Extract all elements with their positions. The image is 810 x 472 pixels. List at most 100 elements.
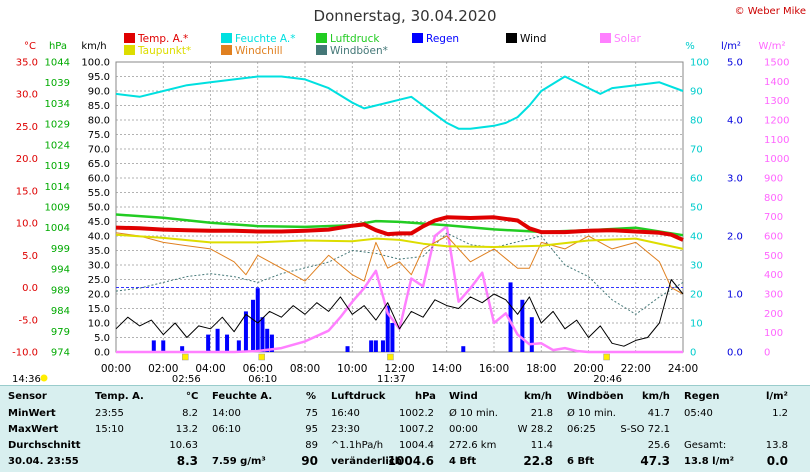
table-cell-rain-v: 13.8 bbox=[765, 440, 788, 451]
wind-tick-label: 80.0 bbox=[88, 116, 110, 127]
table-cell-hum-v: 75 bbox=[305, 408, 318, 419]
table-cell-gust-t: 6 Bft bbox=[567, 456, 595, 467]
solar-tick-label: 600 bbox=[764, 232, 783, 243]
table-cell-wind-v: 21.8 bbox=[530, 408, 553, 419]
temp-tick-label: 5.0 bbox=[22, 251, 38, 262]
legend-label: Taupunkt* bbox=[137, 45, 191, 57]
hdr-temp-unit: °C bbox=[186, 391, 199, 402]
moonset-label: 11:37 bbox=[377, 374, 406, 385]
table-cell-gust-v: S-SO 72.1 bbox=[620, 424, 670, 435]
rain-bar bbox=[385, 305, 390, 352]
solar-tick-label: 100 bbox=[764, 328, 783, 339]
table-cell-press-v: 1007.2 bbox=[399, 424, 434, 435]
table-cell-rain-t: 05:40 bbox=[684, 408, 713, 419]
wind-tick-label: 65.0 bbox=[88, 159, 110, 170]
hpa-tick-label: 979 bbox=[51, 327, 70, 338]
solar-tick-label: 500 bbox=[764, 251, 783, 262]
series-windb-en bbox=[115, 232, 684, 315]
current-time-label: 14:36 bbox=[12, 374, 41, 385]
table-cell-hum-v: 95 bbox=[305, 424, 318, 435]
table-cell-gust-t: Ø 10 min. bbox=[567, 408, 616, 419]
hpa-tick-label: 974 bbox=[51, 348, 70, 359]
rain-bar bbox=[151, 340, 156, 352]
series-layer bbox=[115, 75, 684, 354]
hpa-tick-label: 1029 bbox=[45, 120, 70, 131]
hum-tick-label: 90 bbox=[690, 87, 703, 98]
rain-bar bbox=[373, 340, 378, 352]
legend-swatch bbox=[124, 45, 135, 55]
table-cell-gust-t: 06:25 bbox=[567, 424, 596, 435]
unit-solar: W/m² bbox=[758, 41, 785, 52]
legend: Temp. A.* Feuchte A.* Luftdruck Regen Wind So… bbox=[124, 33, 641, 57]
wind-tick-label: 45.0 bbox=[88, 217, 110, 228]
rain-bar bbox=[236, 340, 241, 352]
table-cell-rain-v: 0.0 bbox=[766, 454, 788, 468]
hdr-sensor: Sensor bbox=[8, 391, 47, 402]
legend-label: Windböen* bbox=[330, 45, 388, 57]
legend-swatch bbox=[124, 33, 135, 43]
rain-bar bbox=[520, 299, 525, 352]
legend-label: Windchill bbox=[235, 45, 283, 57]
hpa-tick-label: 1014 bbox=[45, 182, 70, 193]
wind-tick-label: 15.0 bbox=[88, 304, 110, 315]
hum-tick-label: 100 bbox=[690, 58, 709, 69]
legend-swatch bbox=[412, 33, 423, 43]
hdr-gust-unit: km/h bbox=[642, 391, 670, 402]
hpa-tick-label: 1044 bbox=[45, 58, 70, 69]
table-cell-press-v: 1002.2 bbox=[399, 408, 434, 419]
rain-bar bbox=[225, 334, 230, 352]
unit-hpa: hPa bbox=[49, 41, 67, 52]
rain-bar bbox=[380, 340, 385, 352]
rain-bar bbox=[390, 323, 395, 352]
solar-tick-label: 1200 bbox=[764, 116, 789, 127]
unit-wind: km/h bbox=[81, 41, 106, 52]
table-cell-press-t: veränderlich bbox=[331, 456, 402, 467]
legend-label: Regen bbox=[426, 33, 459, 45]
moonrise-label: 06:10 bbox=[248, 374, 277, 385]
legend-swatch bbox=[506, 33, 517, 43]
hum-tick-label: 60 bbox=[690, 174, 703, 185]
hpa-tick-label: 999 bbox=[51, 244, 70, 255]
sun-moon-markers: 14:36 02:56 06:10 11:37 20:46 bbox=[12, 353, 622, 385]
table-cell-gust-v: 47.3 bbox=[640, 454, 670, 468]
wind-tick-label: 90.0 bbox=[88, 87, 110, 98]
x-tick-label: 02:00 bbox=[148, 363, 178, 375]
solar-tick-label: 400 bbox=[764, 270, 783, 281]
wind-tick-label: 25.0 bbox=[88, 275, 110, 286]
table-cell-hum-v: 90 bbox=[301, 454, 318, 468]
table-cell-temp-v: 8.3 bbox=[176, 454, 198, 468]
table-cell-gust-v: 41.7 bbox=[647, 408, 670, 419]
table-cell-hum-t: 14:00 bbox=[212, 408, 241, 419]
hum-tick-label: 80 bbox=[690, 116, 703, 127]
solar-tick-label: 1000 bbox=[764, 154, 789, 165]
table-cell-gust-v: 25.6 bbox=[647, 440, 670, 451]
table-cell-hum-t: 7.59 g/m³ bbox=[212, 456, 266, 467]
table-cell-rain-t: Gesamt: bbox=[684, 440, 727, 451]
table-cell-rain-t: 13.8 l/m² bbox=[684, 456, 735, 467]
table-cell-wind-t: 4 Bft bbox=[449, 456, 477, 467]
hpa-tick-label: 1004 bbox=[45, 223, 70, 234]
rain-tick-label: 2.0 bbox=[727, 232, 743, 243]
series-temp-a bbox=[115, 215, 684, 242]
x-tick-label: 04:00 bbox=[195, 363, 225, 375]
sun-icon bbox=[40, 374, 48, 382]
unit-hum: % bbox=[685, 41, 695, 52]
hpa-tick-label: 989 bbox=[51, 285, 70, 296]
rain-tick-label: 0.0 bbox=[727, 348, 743, 359]
table-cell-temp-v: 13.2 bbox=[175, 424, 198, 435]
legend-swatch bbox=[316, 45, 327, 55]
rain-tick-label: 4.0 bbox=[727, 116, 743, 127]
legend-swatch bbox=[600, 33, 611, 43]
table-cell-wind-v: 22.8 bbox=[523, 454, 553, 468]
rain-bar bbox=[529, 317, 534, 352]
hum-tick-label: 30 bbox=[690, 261, 703, 272]
solar-tick-label: 800 bbox=[764, 193, 783, 204]
table-cell-temp-t: 15:10 bbox=[95, 424, 124, 435]
wind-tick-label: 100.0 bbox=[81, 58, 110, 69]
table-cell-temp-v: 8.2 bbox=[182, 408, 198, 419]
hdr-temp: Temp. A. bbox=[95, 391, 144, 402]
unit-temp: °C bbox=[24, 41, 36, 52]
hum-tick-label: 10 bbox=[690, 319, 703, 330]
legend-label: Solar bbox=[614, 33, 641, 45]
rain-tick-label: 3.0 bbox=[727, 174, 743, 185]
